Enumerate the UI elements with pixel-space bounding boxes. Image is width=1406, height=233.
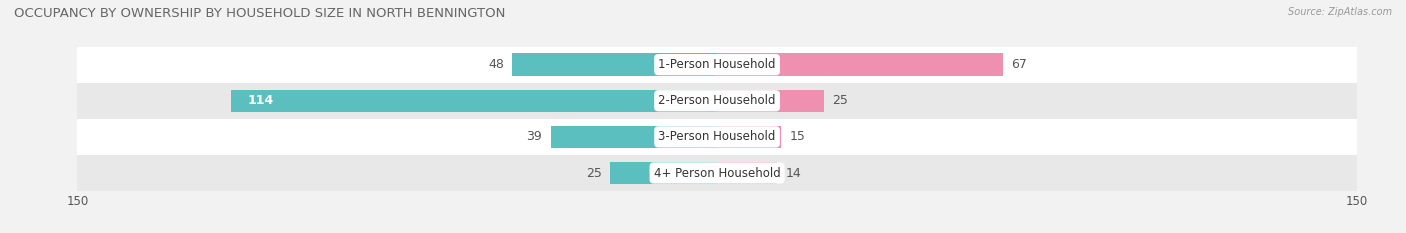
Bar [77,119,1357,155]
Text: OCCUPANCY BY OWNERSHIP BY HOUSEHOLD SIZE IN NORTH BENNINGTON: OCCUPANCY BY OWNERSHIP BY HOUSEHOLD SIZE… [14,7,505,20]
Text: 4+ Person Household: 4+ Person Household [654,167,780,179]
Text: 1-Person Household: 1-Person Household [658,58,776,71]
Bar [551,126,717,148]
Bar [610,162,717,184]
Text: 25: 25 [586,167,602,179]
Text: 48: 48 [488,58,503,71]
Text: 3-Person Household: 3-Person Household [658,130,776,143]
Text: 67: 67 [1011,58,1028,71]
Bar [512,53,717,76]
Text: Source: ZipAtlas.com: Source: ZipAtlas.com [1288,7,1392,17]
Bar [77,155,1357,191]
Bar [717,126,782,148]
Bar [77,83,1357,119]
Text: 2-Person Household: 2-Person Household [658,94,776,107]
Bar [231,89,717,112]
Bar [77,47,1357,83]
Bar [717,53,1002,76]
Text: 15: 15 [790,130,806,143]
Text: 39: 39 [526,130,543,143]
Text: 25: 25 [832,94,848,107]
Bar [717,89,824,112]
Text: 14: 14 [786,167,801,179]
Text: 114: 114 [247,94,274,107]
Bar [717,162,776,184]
